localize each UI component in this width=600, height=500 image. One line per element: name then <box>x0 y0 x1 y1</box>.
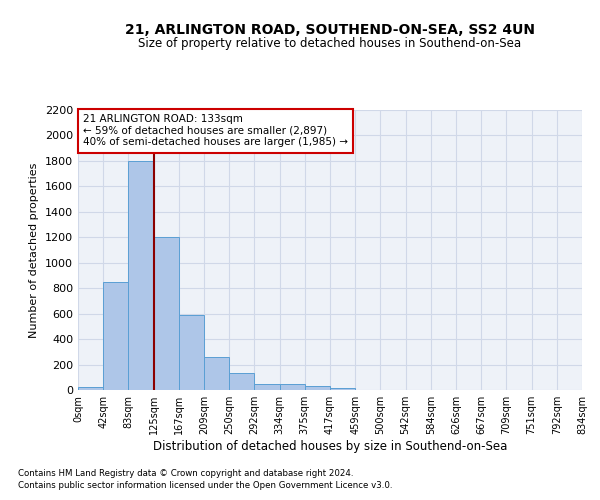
Text: Contains HM Land Registry data © Crown copyright and database right 2024.: Contains HM Land Registry data © Crown c… <box>18 468 353 477</box>
Bar <box>280 384 305 390</box>
Text: Size of property relative to detached houses in Southend-on-Sea: Size of property relative to detached ho… <box>139 38 521 51</box>
Bar <box>254 384 280 390</box>
Bar <box>179 315 204 390</box>
Text: 21, ARLINGTON ROAD, SOUTHEND-ON-SEA, SS2 4UN: 21, ARLINGTON ROAD, SOUTHEND-ON-SEA, SS2… <box>125 22 535 36</box>
Bar <box>128 161 154 390</box>
Y-axis label: Number of detached properties: Number of detached properties <box>29 162 40 338</box>
Bar <box>330 388 355 390</box>
Bar <box>103 282 128 390</box>
Text: 21 ARLINGTON ROAD: 133sqm
← 59% of detached houses are smaller (2,897)
40% of se: 21 ARLINGTON ROAD: 133sqm ← 59% of detac… <box>83 114 348 148</box>
X-axis label: Distribution of detached houses by size in Southend-on-Sea: Distribution of detached houses by size … <box>153 440 507 453</box>
Bar <box>154 238 179 390</box>
Bar <box>78 387 103 390</box>
Bar <box>229 374 254 390</box>
Text: Contains public sector information licensed under the Open Government Licence v3: Contains public sector information licen… <box>18 481 392 490</box>
Bar <box>204 357 229 390</box>
Bar <box>305 386 330 390</box>
